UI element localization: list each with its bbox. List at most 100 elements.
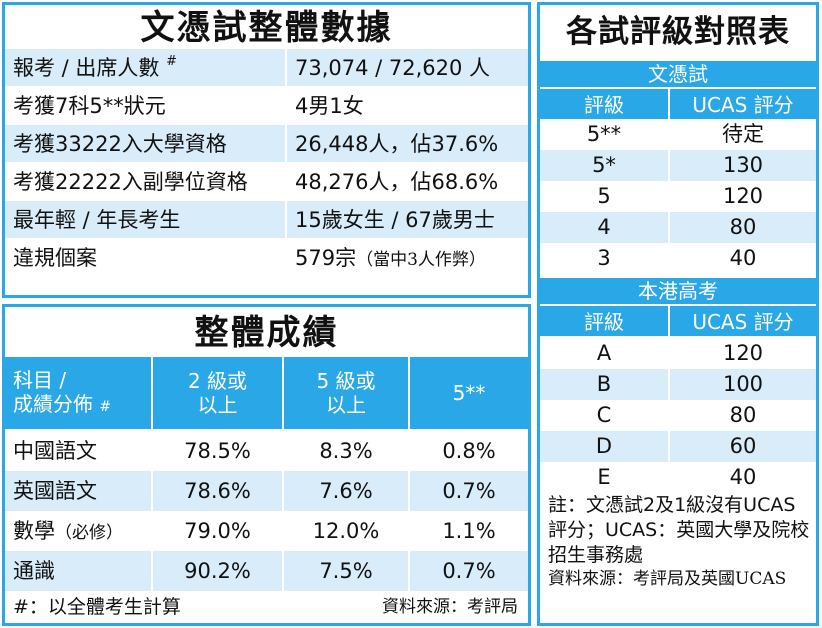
subject-cell: 中國語文 [5,431,153,471]
stats-value: 15歲女生 / 67歲男士 [295,208,495,232]
grade-row: D 60 [540,431,816,462]
stats-label: 考獲7科5**狀元 [5,87,287,124]
ucas-cell: 60 [729,434,757,458]
header-subject: 科目 / 成績分佈 # [5,357,153,429]
header-level5: 5 級或 以上 [284,357,410,429]
stats-value-note: （當中3人作弊） [356,250,486,270]
header-line: 科目 / [13,367,67,392]
level5-cell: 7.6% [284,471,410,511]
ucas-cell: 40 [729,246,757,270]
stats-title: 文憑試整體數據 [140,8,393,48]
header-level2: 2 級或 以上 [153,357,284,429]
table-row: 英國語文 78.6% 7.6% 0.7% [5,471,528,511]
level2-cell: 79.0% [153,511,284,551]
stats-value: 48,276人，佔68.6% [295,170,499,194]
stats-label: 最年輕 / 年長考生 [5,201,287,238]
level5-cell: 8.3% [284,431,410,471]
header-line: 成績分佈 [13,391,93,416]
header-ucas: UCAS 評分 [670,87,816,119]
header-line: 2 級或 [187,369,248,393]
grade-cell: 5** [540,119,670,150]
footnote-mark: # [166,54,178,69]
grade-cell: D [540,431,670,462]
grades-note-block: 註：文憑試2及1級沒有UCAS評分；UCAS：英國大學及院校招生事務處 資料來源… [548,493,814,591]
grade-header-row: 評級 UCAS 評分 [540,87,816,119]
grade-row: C 80 [540,400,816,431]
ucas-cell: 40 [729,465,757,489]
header-line: 5 級或 [316,369,376,393]
stats-row-top-scorers: 考獲7科5**狀元 4男1女 [5,87,528,124]
grade-row: 5* 130 [540,150,816,181]
footnote-text: #：以全體考生計算 [13,596,181,618]
section-heading-dse: 文憑試 [540,61,816,87]
level5-cell: 7.5% [284,551,410,591]
grade-row: A 120 [540,338,816,369]
grade-row: 5** 待定 [540,119,816,150]
subject-cell: 數學 [13,519,55,543]
results-footer: #：以全體考生計算 資料來源：考評局 [5,591,528,623]
ucas-cell: 130 [722,153,764,177]
header-line: 以上 [326,393,366,417]
stats-label: 考獲33222入大學資格 [5,125,287,162]
grade-cell: 4 [540,212,670,243]
header-grade: 評級 [540,304,670,336]
grade-cell: E [540,462,670,493]
grade-cell: C [540,400,670,431]
level5ss-cell: 0.7% [442,559,496,583]
header-ucas: UCAS 評分 [670,304,816,336]
grades-title: 各試評級對照表 [566,14,790,50]
grades-note: 註：文憑試2及1級沒有UCAS評分；UCAS：英國大學及院校招生事務處 [548,494,810,566]
grade-row: 4 80 [540,212,816,243]
grade-comparison-panel: 各試評級對照表 文憑試 評級 UCAS 評分 5** 待定 5* 130 5 1… [537,2,819,626]
header-line: 以上 [197,393,238,417]
source-text: 資料來源：考評局 [382,597,518,617]
ucas-cell: 120 [722,341,764,365]
grade-row: 5 120 [540,181,816,212]
subject-cell: 通識 [5,551,153,591]
level5-cell: 12.0% [284,511,410,551]
stats-label: 違規個案 [5,239,287,276]
footnote-mark: # [99,398,112,415]
stats-label: 報考 / 出席人數 [13,56,160,80]
grades-source: 資料來源：考評局及英國UCAS [548,569,787,589]
subject-note: （必修） [55,523,123,543]
grade-row: E 40 [540,462,816,493]
table-row: 中國語文 78.5% 8.3% 0.8% [5,431,528,471]
ucas-cell: 80 [729,403,757,427]
table-row: 通識 90.2% 7.5% 0.7% [5,551,528,591]
grade-row: 3 40 [540,243,816,274]
grade-cell: 3 [540,243,670,274]
stats-label: 考獲22222入副學位資格 [5,163,287,200]
stats-value: 26,448人，佔37.6% [295,132,499,156]
stats-value: 579宗 [295,246,357,270]
level2-cell: 78.5% [153,431,284,471]
grade-row: B 100 [540,369,816,400]
subject-cell: 英國語文 [5,471,153,511]
stats-value: 73,074 / 72,620 人 [295,56,491,80]
ucas-cell: 100 [722,372,764,396]
results-title: 整體成績 [194,313,339,353]
grade-cell: 5* [540,150,670,181]
stats-value: 4男1女 [295,94,364,118]
level2-cell: 78.6% [153,471,284,511]
grade-cell: 5 [540,181,670,212]
ucas-cell: 120 [722,184,764,208]
overall-stats-panel: 文憑試整體數據 報考 / 出席人數 # 73,074 / 72,620 人 考獲… [2,2,531,298]
level5ss-cell: 0.7% [442,479,496,503]
stats-row-violations: 違規個案 579宗（當中3人作弊） [5,239,528,276]
grade-cell: A [540,338,670,369]
grade-header-row: 評級 UCAS 評分 [540,304,816,336]
level5ss-cell: 1.1% [442,519,496,543]
stats-row-candidates: 報考 / 出席人數 # 73,074 / 72,620 人 [5,49,528,86]
stats-row-age: 最年輕 / 年長考生 15歲女生 / 67歲男士 [5,201,528,238]
overall-results-panel: 整體成績 科目 / 成績分佈 # 2 級或 以上 5 級或 以上 5** 中國語… [2,304,531,626]
table-row: 數學（必修） 79.0% 12.0% 1.1% [5,511,528,551]
level2-cell: 90.2% [153,551,284,591]
header-grade: 評級 [540,87,670,119]
ucas-cell: 80 [729,215,757,239]
stats-row-university-eligible: 考獲33222入大學資格 26,448人，佔37.6% [5,125,528,162]
grade-cell: B [540,369,670,400]
level5ss-cell: 0.8% [442,439,496,463]
header-line: 5** [452,381,486,405]
ucas-cell: 待定 [722,122,764,146]
